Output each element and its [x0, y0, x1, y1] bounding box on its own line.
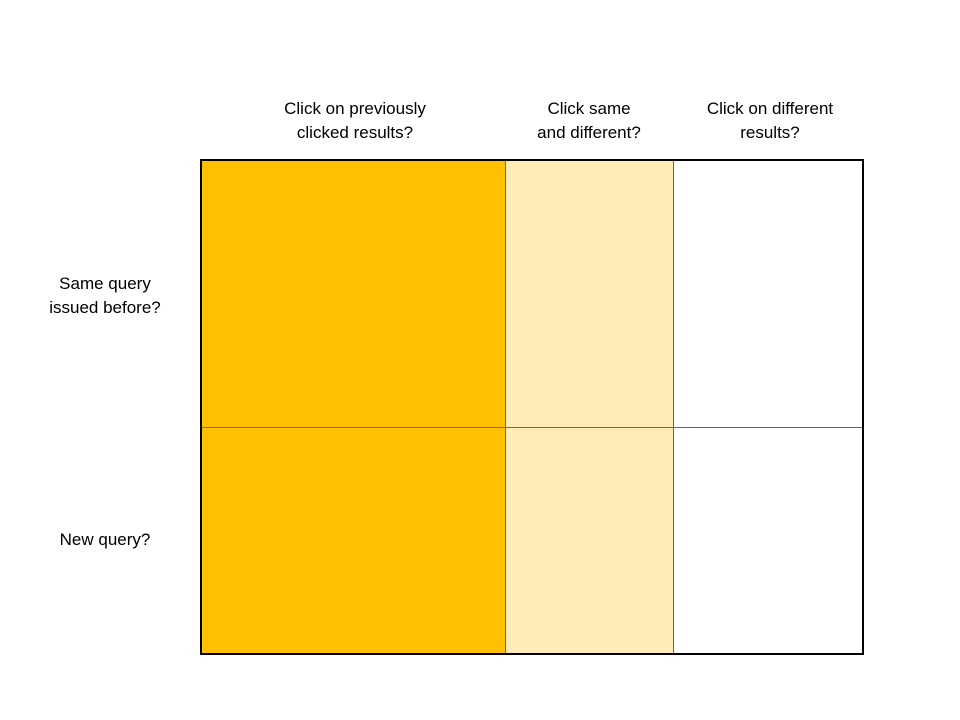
cell-new-query-previously-clicked [202, 427, 505, 653]
column-header-different-results: Click on different results? [678, 97, 862, 145]
column-header-line: results? [740, 123, 800, 142]
column-header-line: and different? [537, 123, 641, 142]
cell-new-query-different-results [673, 427, 862, 653]
column-header-line: Click on previously [284, 99, 426, 118]
row-header-line: New query? [59, 530, 151, 549]
column-header-line: clicked results? [296, 123, 414, 142]
cell-same-query-previously-clicked [202, 161, 505, 427]
column-header-line: Click same [547, 99, 631, 118]
cell-same-query-different-results [673, 161, 862, 427]
column-divider [505, 161, 506, 653]
column-divider [673, 161, 674, 653]
row-divider [202, 427, 862, 428]
row-header-line: issued before? [49, 298, 161, 317]
matrix-grid [200, 159, 864, 655]
cell-new-query-same-and-different [505, 427, 673, 653]
cell-same-query-same-and-different [505, 161, 673, 427]
row-header-new-query: New query? [20, 528, 190, 552]
row-header-same-query: Same query issued before? [20, 272, 190, 320]
column-header-line: Click on different [706, 99, 834, 118]
column-header-previously-clicked: Click on previously clicked results? [230, 97, 480, 145]
row-header-line: Same query [59, 274, 151, 293]
column-header-same-and-different: Click same and different? [500, 97, 678, 145]
